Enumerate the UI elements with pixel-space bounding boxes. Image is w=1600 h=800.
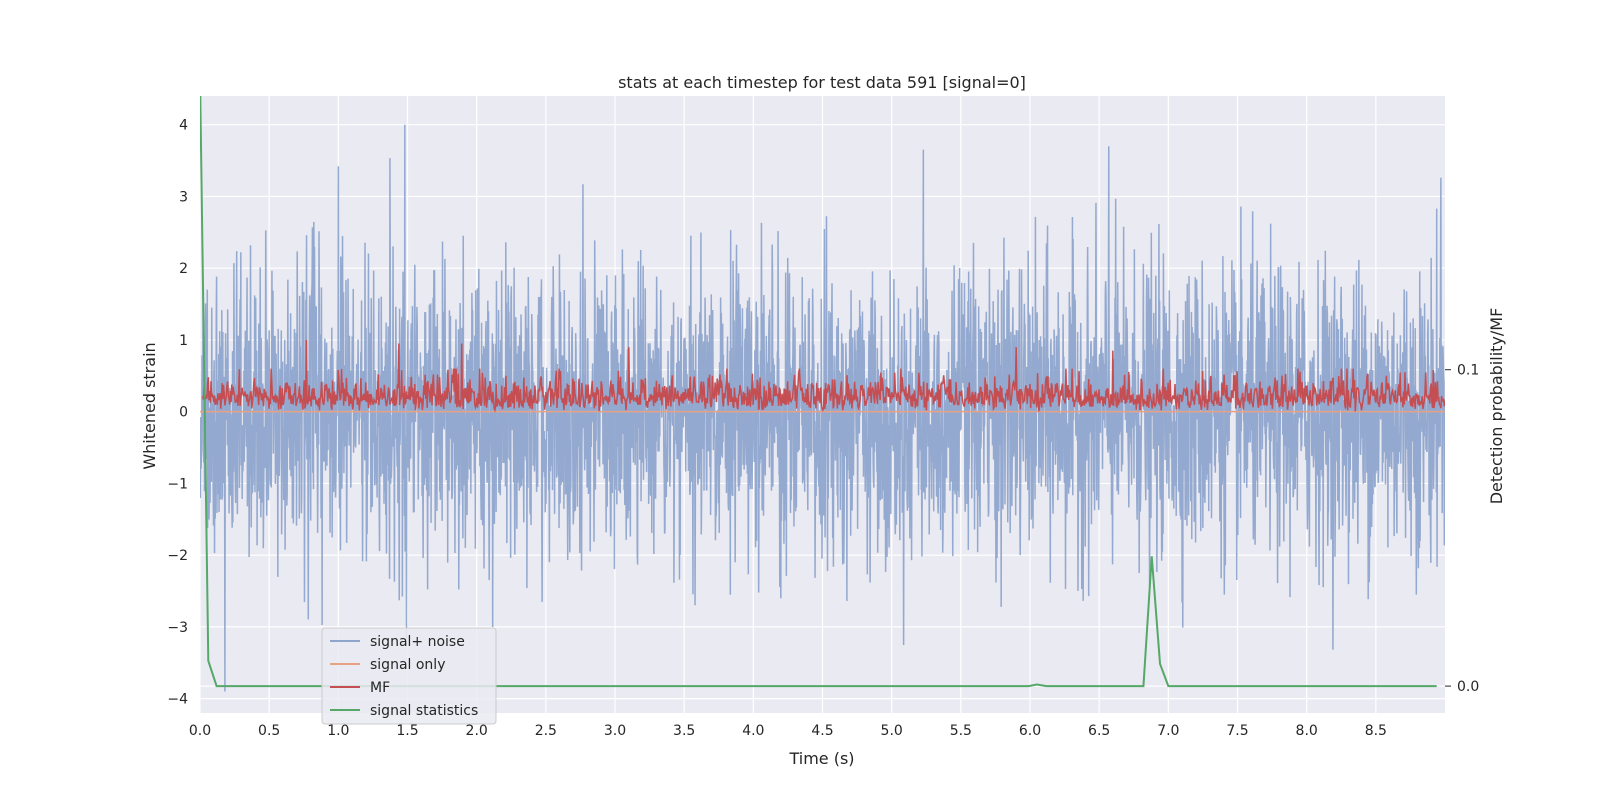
x-tick-label: 6.5 <box>1088 723 1110 739</box>
y-tick-label: 3 <box>179 189 188 205</box>
y2-ticks: 0.1 0.0 <box>1445 363 1479 695</box>
x-tick-label: 1.5 <box>396 723 418 739</box>
legend-label-signal-noise: signal+ noise <box>370 634 465 650</box>
x-tick-label: 3.0 <box>604 723 626 739</box>
x-tick-label: 1.0 <box>327 723 349 739</box>
y-tick-label: 0 <box>179 405 188 421</box>
y-tick-label: −1 <box>167 476 188 492</box>
x-tick-label: 0.0 <box>189 723 211 739</box>
x-tick-label: 7.0 <box>1157 723 1179 739</box>
x-ticks: 0.0 0.5 1.0 1.5 2.0 2.5 3.0 3.5 4.0 4.5 5.0 5.5 6.0 6… <box>189 723 1387 739</box>
legend-box <box>321 627 497 725</box>
y-tick-label: 1 <box>179 333 188 349</box>
y-axis-label: Whitened strain <box>140 342 159 469</box>
x-tick-label: 8.0 <box>1296 723 1318 739</box>
series-signal-noise-line <box>200 124 1445 692</box>
series-layer <box>200 96 1445 692</box>
series-mf-line <box>202 339 1445 413</box>
x-tick-label: 6.0 <box>1019 723 1041 739</box>
y-tick-label: 4 <box>179 118 188 134</box>
x-axis-label: Time (s) <box>788 749 854 768</box>
legend-label-signal-statistics: signal statistics <box>370 703 478 719</box>
y-tick-label: −3 <box>167 620 188 636</box>
x-tick-label: 3.5 <box>673 723 695 739</box>
y-tick-label: 2 <box>179 261 188 277</box>
legend: signal+ noise signal only MF signal stat… <box>321 627 497 725</box>
y2-tick-label: 0.0 <box>1457 679 1479 695</box>
x-tick-label: 7.5 <box>1226 723 1248 739</box>
y-ticks: 4 3 2 1 0 −1 −2 −3 −4 <box>167 118 188 708</box>
chart-title: stats at each timestep for test data 591… <box>618 73 1026 92</box>
series-signal-statistics-line <box>200 96 1437 688</box>
legend-label-signal-only: signal only <box>370 657 445 673</box>
y-tick-label: −4 <box>167 692 188 708</box>
x-tick-label: 8.5 <box>1365 723 1387 739</box>
x-tick-label: 5.5 <box>950 723 972 739</box>
y2-axis-label: Detection probability/MF <box>1487 308 1506 505</box>
x-tick-label: 4.0 <box>742 723 764 739</box>
x-tick-label: 5.0 <box>881 723 903 739</box>
legend-label-mf: MF <box>370 680 390 696</box>
x-tick-label: 2.0 <box>466 723 488 739</box>
x-tick-label: 4.5 <box>811 723 833 739</box>
x-tick-label: 2.5 <box>535 723 557 739</box>
y2-tick-label: 0.1 <box>1457 363 1479 379</box>
x-tick-label: 0.5 <box>258 723 280 739</box>
y-tick-label: −2 <box>167 548 188 564</box>
